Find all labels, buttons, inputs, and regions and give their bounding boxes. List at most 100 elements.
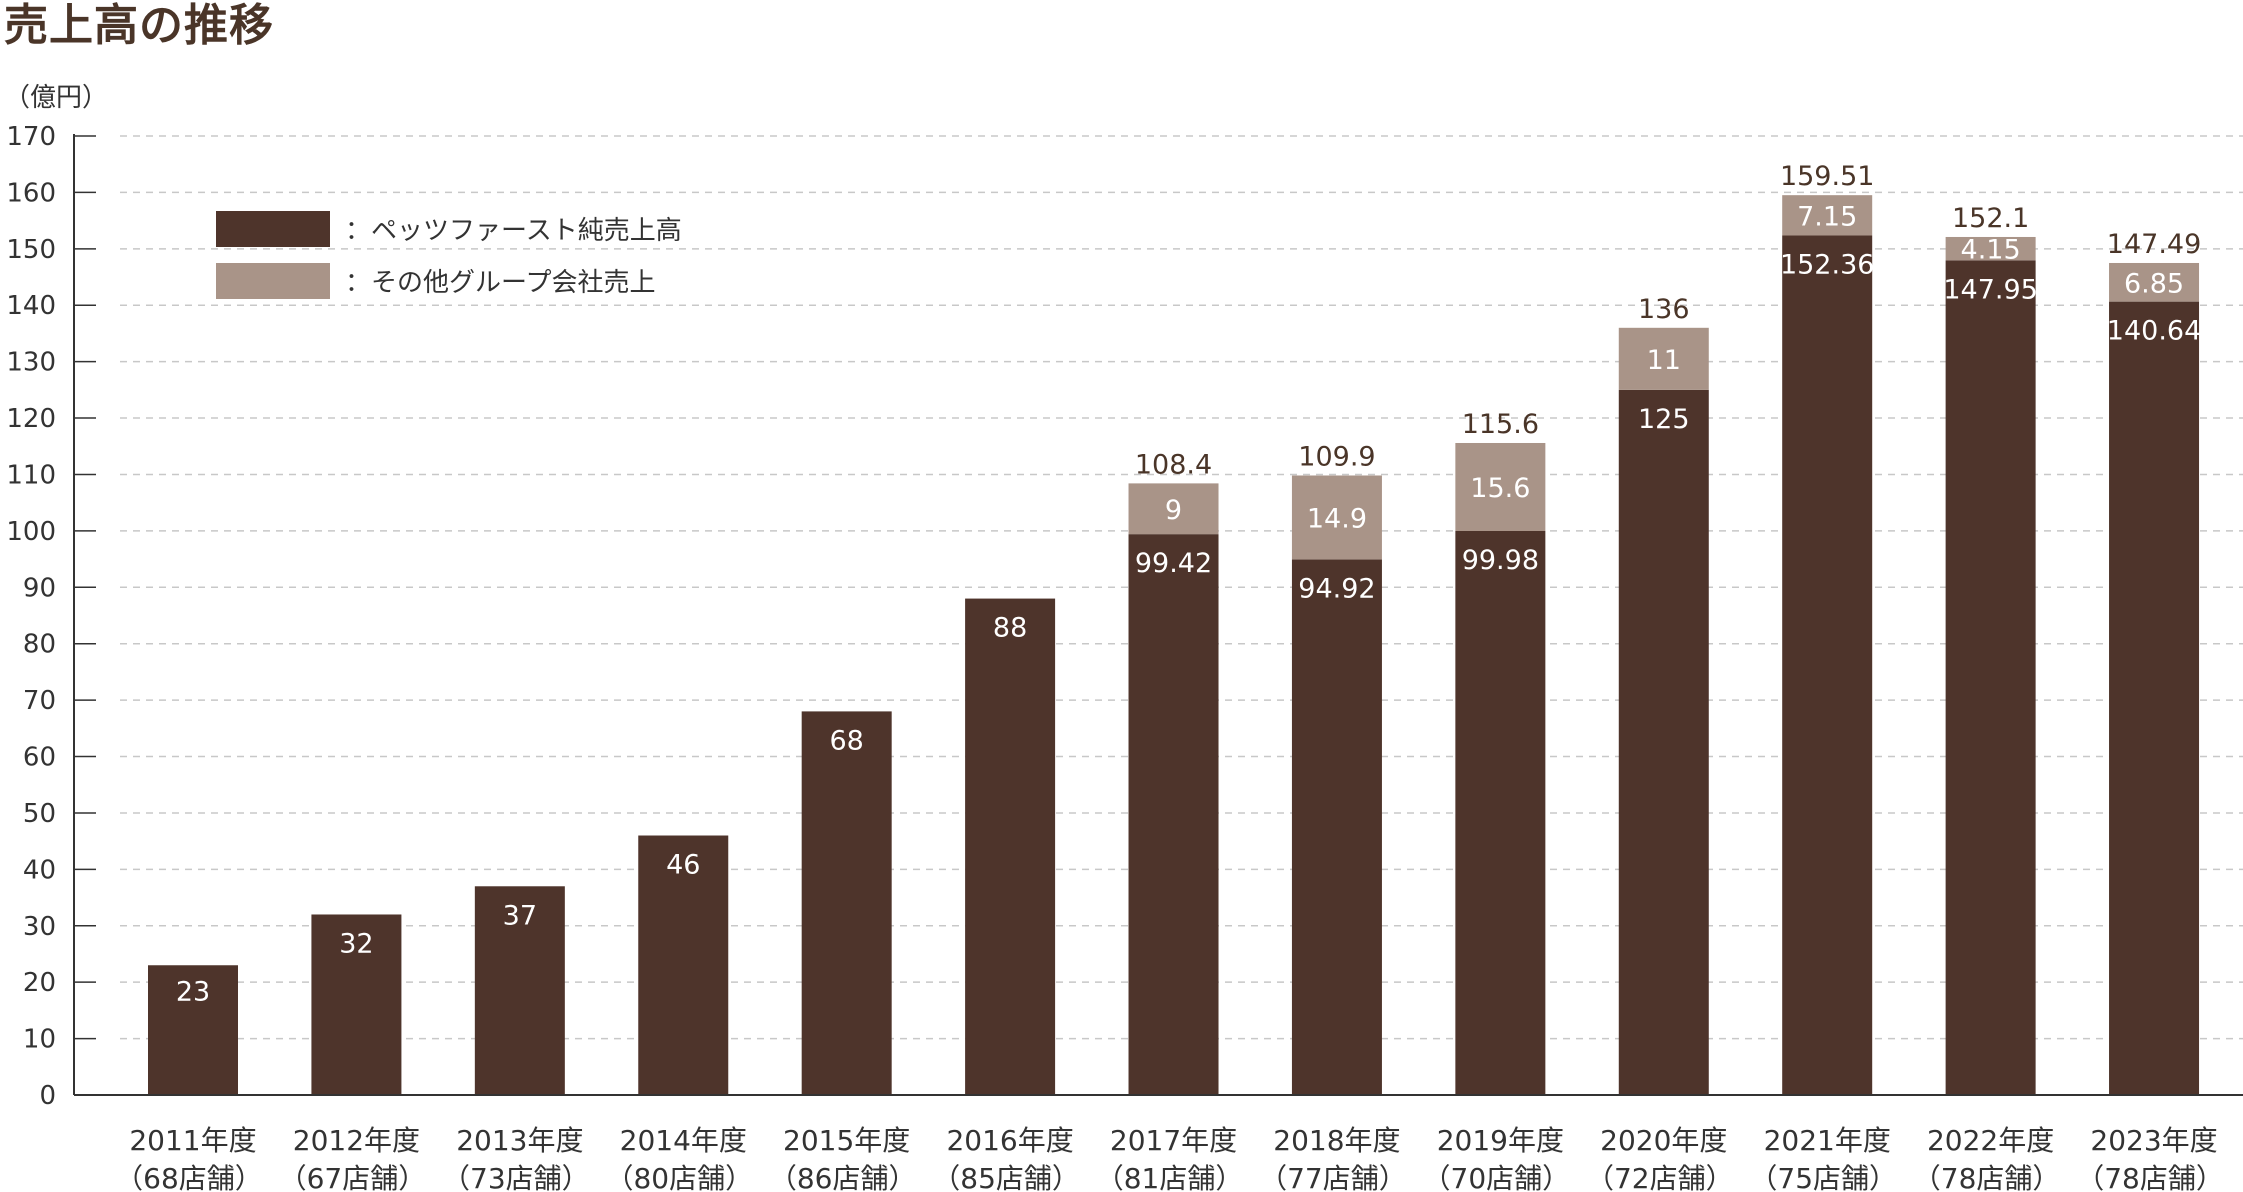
bar-total-label: 109.9	[1298, 441, 1375, 472]
bar-label-group-other: 6.85	[2124, 268, 2184, 299]
x-tick-label-stores: （86店舗）	[769, 1162, 917, 1192]
bar-total-label: 115.6	[1462, 409, 1539, 440]
x-tick-label-year: 2016年度	[946, 1124, 1073, 1157]
x-tick-label-stores: （78店舗）	[2076, 1162, 2224, 1192]
bar-pets-first	[148, 965, 238, 1095]
bar-total-label: 147.49	[2107, 229, 2201, 260]
bar-group-other	[1128, 483, 1219, 535]
x-axis-labels: 2011年度 （68店舗） 2012年度 （67店舗） 2013年度 （73店舗） 2014…	[115, 1124, 2224, 1192]
y-tick-label: 10	[23, 1025, 56, 1055]
bar-pets-first	[1945, 260, 2036, 1095]
bar-label-group-other: 9	[1165, 495, 1182, 526]
bar-label-pets-first: 32	[339, 928, 373, 959]
y-tick-label: 60	[23, 743, 56, 773]
bar-group-other	[2109, 262, 2200, 302]
bar-pets-first	[638, 835, 729, 1095]
y-tick-label: 100	[6, 517, 56, 547]
grid-lines	[120, 135, 2243, 1040]
bar-label-pets-first: 23	[176, 976, 210, 1007]
bar-pets-first	[474, 886, 565, 1095]
bar-total-label: 152.1	[1952, 203, 2029, 234]
legend: ：ペッツファースト純売上高 ：その他グループ会社売上	[216, 211, 682, 299]
x-tick-label-stores: （67店舗）	[279, 1162, 427, 1192]
y-axis-ticks: 0 10 20 30 40 50 60 70 80 90 100 110 120 130 140 150 160…	[6, 122, 96, 1111]
chart-title: 売上高の推移	[4, 0, 274, 51]
legend-label: ：その他グループ会社売上	[345, 268, 655, 298]
y-tick-label: 130	[6, 348, 56, 378]
x-tick-label-stores: （78店舗）	[1913, 1162, 2061, 1192]
bar-total-label: 108.4	[1135, 449, 1212, 480]
x-tick-label-stores: （85店舗）	[932, 1162, 1080, 1192]
x-tick-label-year: 2018年度	[1273, 1124, 1400, 1157]
x-tick-label-year: 2015年度	[783, 1124, 910, 1157]
x-tick-label-year: 2017年度	[1110, 1124, 1237, 1157]
bar-label-pets-first: 37	[503, 900, 537, 931]
bar-pets-first	[1782, 235, 1873, 1095]
bar-total-label: 159.51	[1780, 161, 1874, 192]
bar-group-other	[1782, 195, 1873, 236]
x-tick-label-stores: （70店舗）	[1423, 1162, 1571, 1192]
y-tick-label: 140	[6, 291, 56, 321]
bar-label-group-other: 14.9	[1307, 504, 1367, 535]
y-tick-label: 30	[23, 912, 56, 942]
y-tick-label: 80	[23, 630, 56, 660]
x-tick-label-stores: （75店舗）	[1749, 1162, 1897, 1192]
bar-label-pets-first: 94.92	[1298, 574, 1375, 605]
bar-label-pets-first: 99.98	[1462, 545, 1539, 576]
y-tick-label: 160	[6, 178, 56, 208]
bar-label-group-other: 4.15	[1961, 235, 2021, 266]
legend-swatch	[216, 211, 330, 247]
bar-label-pets-first: 88	[993, 613, 1027, 644]
x-tick-label-year: 2023年度	[2090, 1124, 2217, 1157]
y-tick-label: 90	[23, 573, 56, 603]
data-labels: 23 32 37 46 68 88 99.42 9 108.4 94.92 14.9 109.9 99.…	[176, 161, 2201, 1007]
x-tick-label-stores: （68店舗）	[115, 1162, 263, 1192]
bar-pets-first	[965, 598, 1056, 1095]
bar-pets-first	[1455, 530, 1546, 1095]
bar-group-other	[1945, 236, 2036, 261]
bar-label-group-other: 7.15	[1797, 201, 1857, 232]
y-tick-label: 120	[6, 404, 56, 434]
bar-group-other	[1455, 442, 1546, 531]
x-tick-label-stores: （81店舗）	[1096, 1162, 1244, 1192]
y-tick-label: 40	[23, 855, 56, 885]
x-tick-label-year: 2012年度	[293, 1124, 420, 1157]
bar-label-pets-first: 152.36	[1780, 250, 1874, 281]
y-tick-label: 0	[39, 1081, 56, 1111]
y-tick-label: 70	[23, 686, 56, 716]
y-tick-label: 150	[6, 235, 56, 265]
bar-label-group-other: 11	[1647, 345, 1681, 376]
x-tick-label-year: 2022年度	[1927, 1124, 2054, 1157]
bar-group-other	[1618, 327, 1709, 390]
x-tick-label-year: 2014年度	[620, 1124, 747, 1157]
y-tick-label: 20	[23, 968, 56, 998]
bar-label-group-other: 15.6	[1470, 473, 1530, 504]
bar-group-other	[1291, 475, 1382, 560]
legend-swatch	[216, 263, 330, 299]
bar-label-pets-first: 140.64	[2107, 316, 2201, 347]
x-tick-label-year: 2013年度	[456, 1124, 583, 1157]
x-tick-label-year: 2021年度	[1764, 1124, 1891, 1157]
y-tick-label: 170	[6, 122, 56, 152]
bar-total-label: 136	[1638, 294, 1690, 325]
x-tick-label-stores: （73店舗）	[442, 1162, 590, 1192]
x-tick-label-year: 2019年度	[1437, 1124, 1564, 1157]
y-tick-label: 110	[6, 460, 56, 490]
bar-label-pets-first: 68	[830, 725, 864, 756]
bar-pets-first	[801, 711, 892, 1095]
bars	[148, 195, 2200, 1096]
bar-label-pets-first: 46	[666, 850, 700, 881]
x-tick-label-stores: （77店舗）	[1259, 1162, 1407, 1192]
y-axis-label: （億円）	[4, 83, 108, 113]
bar-label-pets-first: 99.42	[1135, 548, 1212, 579]
x-tick-label-year: 2020年度	[1600, 1124, 1727, 1157]
bar-pets-first	[2109, 301, 2200, 1095]
bar-label-pets-first: 147.95	[1943, 274, 2037, 305]
legend-label: ：ペッツファースト純売上高	[345, 216, 682, 246]
bar-label-pets-first: 125	[1638, 404, 1690, 435]
bar-pets-first	[1291, 559, 1382, 1095]
y-tick-label: 50	[23, 799, 56, 829]
x-tick-label-stores: （80店舗）	[605, 1162, 753, 1192]
bar-pets-first	[1128, 534, 1219, 1095]
bar-pets-first	[1618, 389, 1709, 1096]
